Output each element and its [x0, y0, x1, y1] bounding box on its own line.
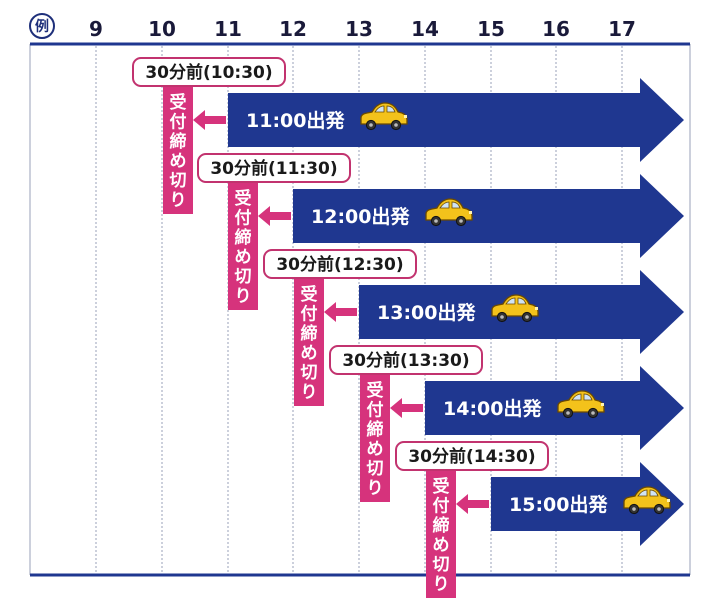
hour-label-17: 17 — [608, 17, 636, 41]
deadline-pointer-arrow — [456, 494, 489, 514]
car-icon — [425, 198, 473, 227]
cutoff-label: 30分前(12:30) — [276, 254, 403, 275]
departure-row-2: 12:00出発 受付締め切り 30分前(11:30) — [197, 153, 684, 310]
hour-label-11: 11 — [214, 17, 242, 41]
deadline-column — [163, 86, 193, 214]
cutoff-label: 30分前(14:30) — [408, 446, 535, 467]
deadline-pointer-arrow — [258, 206, 291, 226]
departure-label: 14:00出発 — [443, 397, 542, 420]
cutoff-callout — [263, 249, 417, 279]
car-icon — [360, 102, 408, 131]
deadline-column — [426, 470, 456, 598]
departure-label: 12:00出発 — [311, 205, 410, 228]
cutoff-callout — [197, 153, 351, 183]
departure-row-3: 13:00出発 受付締め切り 30分前(12:30) — [263, 249, 684, 406]
deadline-column — [360, 374, 390, 502]
deadline-pointer-arrow — [324, 302, 357, 322]
deadline-label: 受付締め切り — [367, 380, 384, 499]
deadline-column — [294, 278, 324, 406]
cutoff-callout — [329, 345, 483, 375]
hour-label-9: 9 — [89, 17, 103, 41]
cutoff-callout — [132, 57, 286, 87]
departure-arrow — [491, 462, 684, 546]
car-icon — [491, 294, 539, 323]
deadline-column — [228, 182, 258, 310]
hour-label-10: 10 — [148, 17, 176, 41]
hour-label-12: 12 — [279, 17, 307, 41]
departure-arrow — [425, 366, 684, 450]
departure-row-4: 14:00出発 受付締め切り 30分前(13:30) — [329, 345, 684, 502]
departure-arrow — [293, 174, 684, 258]
deadline-label: 受付締め切り — [433, 476, 450, 595]
deadline-label: 受付締め切り — [170, 92, 187, 211]
deadline-label: 受付締め切り — [235, 188, 252, 307]
example-badge-label: 例 — [35, 18, 49, 35]
example-badge — [29, 13, 55, 39]
cutoff-label: 30分前(11:30) — [210, 158, 337, 179]
deadline-pointer-arrow — [193, 110, 226, 130]
deadline-pointer-arrow — [390, 398, 423, 418]
car-icon — [623, 486, 671, 515]
hour-label-16: 16 — [542, 17, 570, 41]
departure-arrow — [228, 78, 684, 162]
departure-label: 11:00出発 — [246, 109, 345, 132]
cutoff-label: 30分前(10:30) — [145, 62, 272, 83]
departure-row-1: 11:00出発 受付締め切り 30分前(10:30) — [132, 57, 684, 214]
departure-row-5: 15:00出発 受付締め切り 30分前(14:30) — [395, 441, 684, 598]
departure-label: 13:00出発 — [377, 301, 476, 324]
cutoff-label: 30分前(13:30) — [342, 350, 469, 371]
cutoff-callout — [395, 441, 549, 471]
car-icon — [557, 390, 605, 419]
hour-label-14: 14 — [411, 17, 439, 41]
hour-label-13: 13 — [345, 17, 373, 41]
deadline-label: 受付締め切り — [301, 284, 318, 403]
hour-label-15: 15 — [477, 17, 505, 41]
departure-label: 15:00出発 — [509, 493, 608, 516]
